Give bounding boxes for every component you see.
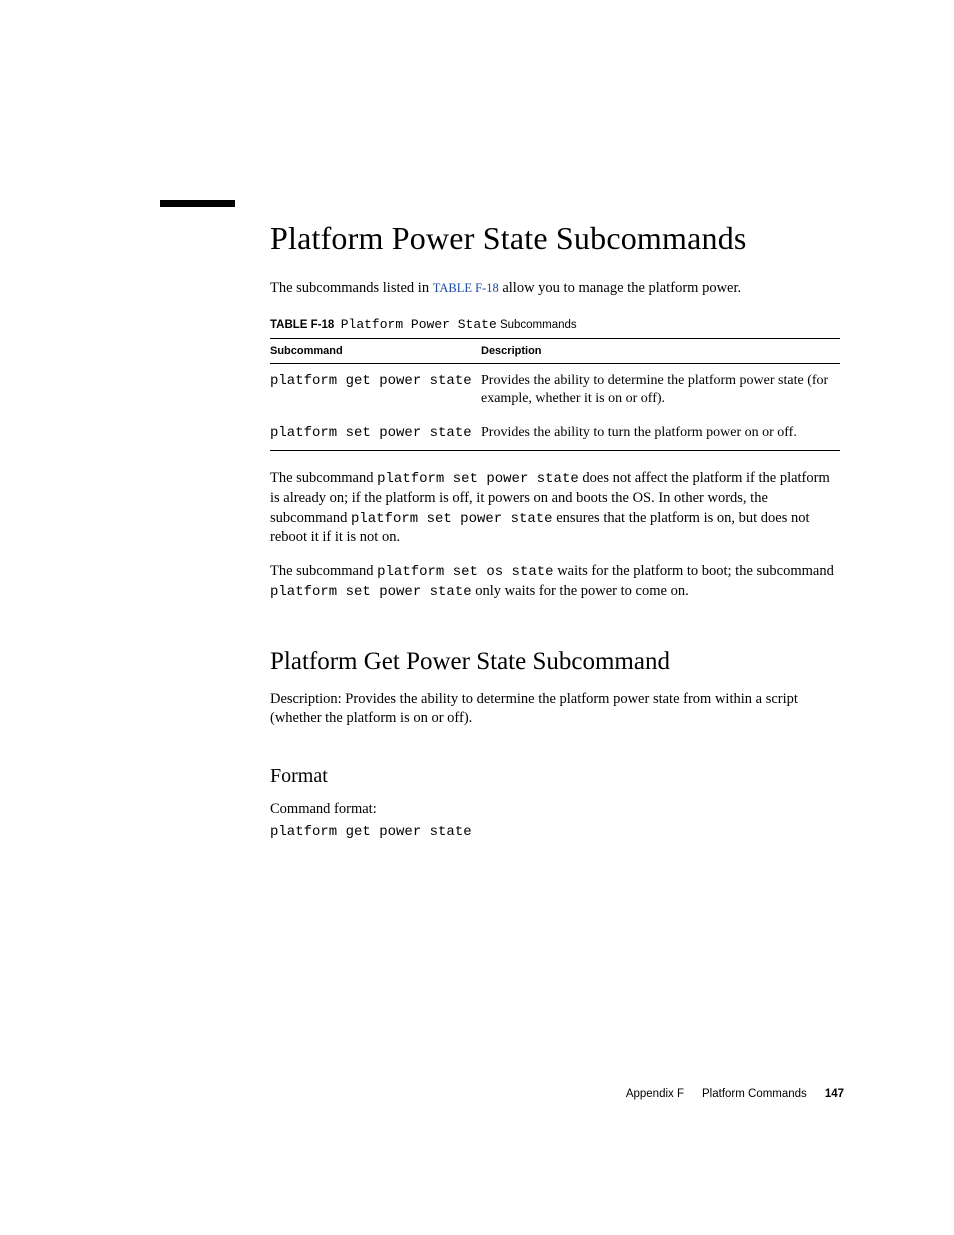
page: Platform Power State Subcommands The sub…	[0, 0, 954, 1235]
text: The subcommand	[270, 470, 377, 486]
inline-code: platform set power state	[270, 584, 472, 600]
paragraph-3: The subcommand platform set os state wai…	[270, 562, 840, 602]
format-label: Command format:	[270, 800, 840, 820]
table-caption: TABLE F-18 Platform Power State Subcomma…	[270, 317, 840, 332]
page-footer: Appendix F Platform Commands 147	[626, 1088, 844, 1100]
table-row: platform set power state Provides the ab…	[270, 416, 840, 451]
cell-desc: Provides the ability to determine the pl…	[481, 363, 840, 416]
table-caption-code: Platform Power State	[341, 317, 497, 332]
table-caption-label: TABLE F-18	[270, 319, 334, 331]
content-column: Platform Power State Subcommands The sub…	[270, 220, 840, 840]
section-description: Description: Provides the ability to det…	[270, 690, 840, 729]
footer-appendix: Appendix F	[626, 1088, 684, 1100]
cell-desc: Provides the ability to turn the platfor…	[481, 416, 840, 451]
cell-cmd: platform set power state	[270, 416, 481, 451]
table-caption-text: Subcommands	[497, 319, 577, 331]
subcommands-table: Subcommand Description platform get powe…	[270, 338, 840, 452]
inline-code: platform set power state	[377, 471, 579, 487]
text: only waits for the power to come on.	[472, 583, 689, 599]
cell-cmd: platform get power state	[270, 363, 481, 416]
intro-paragraph: The subcommands listed in TABLE F-18 all…	[270, 279, 840, 299]
inline-code: platform set os state	[377, 564, 553, 580]
format-command: platform get power state	[270, 824, 840, 840]
page-title: Platform Power State Subcommands	[270, 220, 840, 257]
section-heading: Platform Get Power State Subcommand	[270, 648, 840, 676]
accent-bar	[160, 200, 235, 207]
inline-code: platform set power state	[351, 511, 553, 527]
text: waits for the platform to boot; the subc…	[554, 563, 834, 579]
paragraph-2: The subcommand platform set power state …	[270, 469, 840, 548]
intro-post: allow you to manage the platform power.	[499, 280, 741, 296]
footer-title: Platform Commands	[702, 1088, 807, 1100]
format-heading: Format	[270, 765, 840, 788]
table-xref-link[interactable]: TABLE F-18	[433, 281, 499, 295]
footer-page-number: 147	[825, 1088, 844, 1100]
col-description: Description	[481, 338, 840, 363]
text: The subcommand	[270, 563, 377, 579]
table-header-row: Subcommand Description	[270, 338, 840, 363]
col-subcommand: Subcommand	[270, 338, 481, 363]
intro-pre: The subcommands listed in	[270, 280, 433, 296]
table-row: platform get power state Provides the ab…	[270, 363, 840, 416]
